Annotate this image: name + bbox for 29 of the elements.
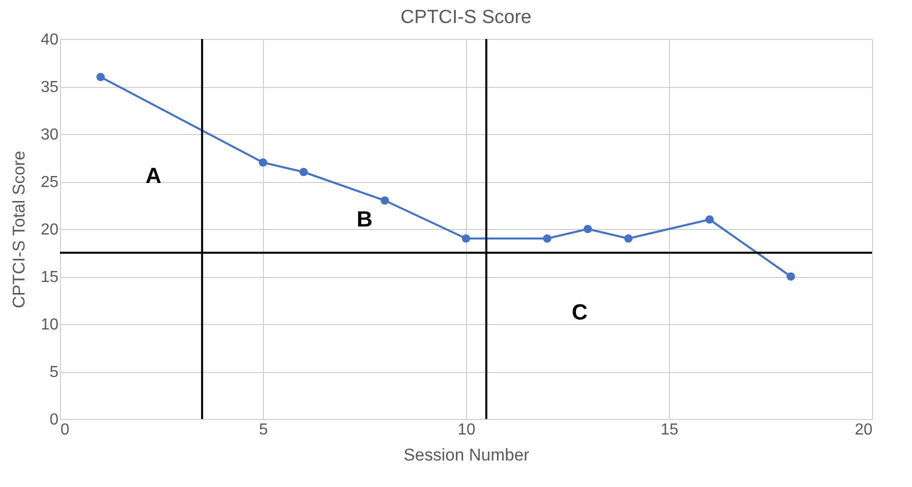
point — [96, 72, 105, 82]
chart-title: CPTCI-S Score — [400, 7, 532, 28]
annotation: B — [356, 206, 372, 232]
point — [462, 234, 470, 243]
annotation: C — [572, 300, 588, 325]
x-tick-label: 15 — [660, 422, 678, 438]
point — [543, 234, 552, 243]
annotation: A — [145, 162, 162, 188]
y-tick-label: 40 — [40, 32, 59, 48]
point — [299, 168, 308, 176]
y-tick-label: 5 — [50, 364, 59, 381]
y-tick-label: 15 — [40, 269, 59, 286]
x-tick-label: 10 — [458, 422, 476, 438]
y-tick-label: 30 — [40, 126, 59, 144]
y-axis-title: CPTCI-S Total Score — [10, 150, 29, 308]
y-tick-label: 25 — [40, 174, 59, 191]
x-tick-label: 0 — [60, 422, 70, 438]
x-tick-label: 20 — [854, 422, 873, 438]
point — [786, 272, 795, 281]
point — [705, 215, 714, 224]
y-tick-label: 20 — [40, 222, 59, 238]
point — [380, 196, 389, 205]
point — [584, 224, 592, 234]
x-tick-label: 5 — [259, 422, 268, 438]
point — [624, 234, 633, 243]
point — [258, 158, 268, 167]
y-tick-label: 35 — [40, 79, 59, 96]
x-axis-title: Session Number — [404, 446, 530, 464]
y-tick-label: 10 — [40, 316, 59, 334]
